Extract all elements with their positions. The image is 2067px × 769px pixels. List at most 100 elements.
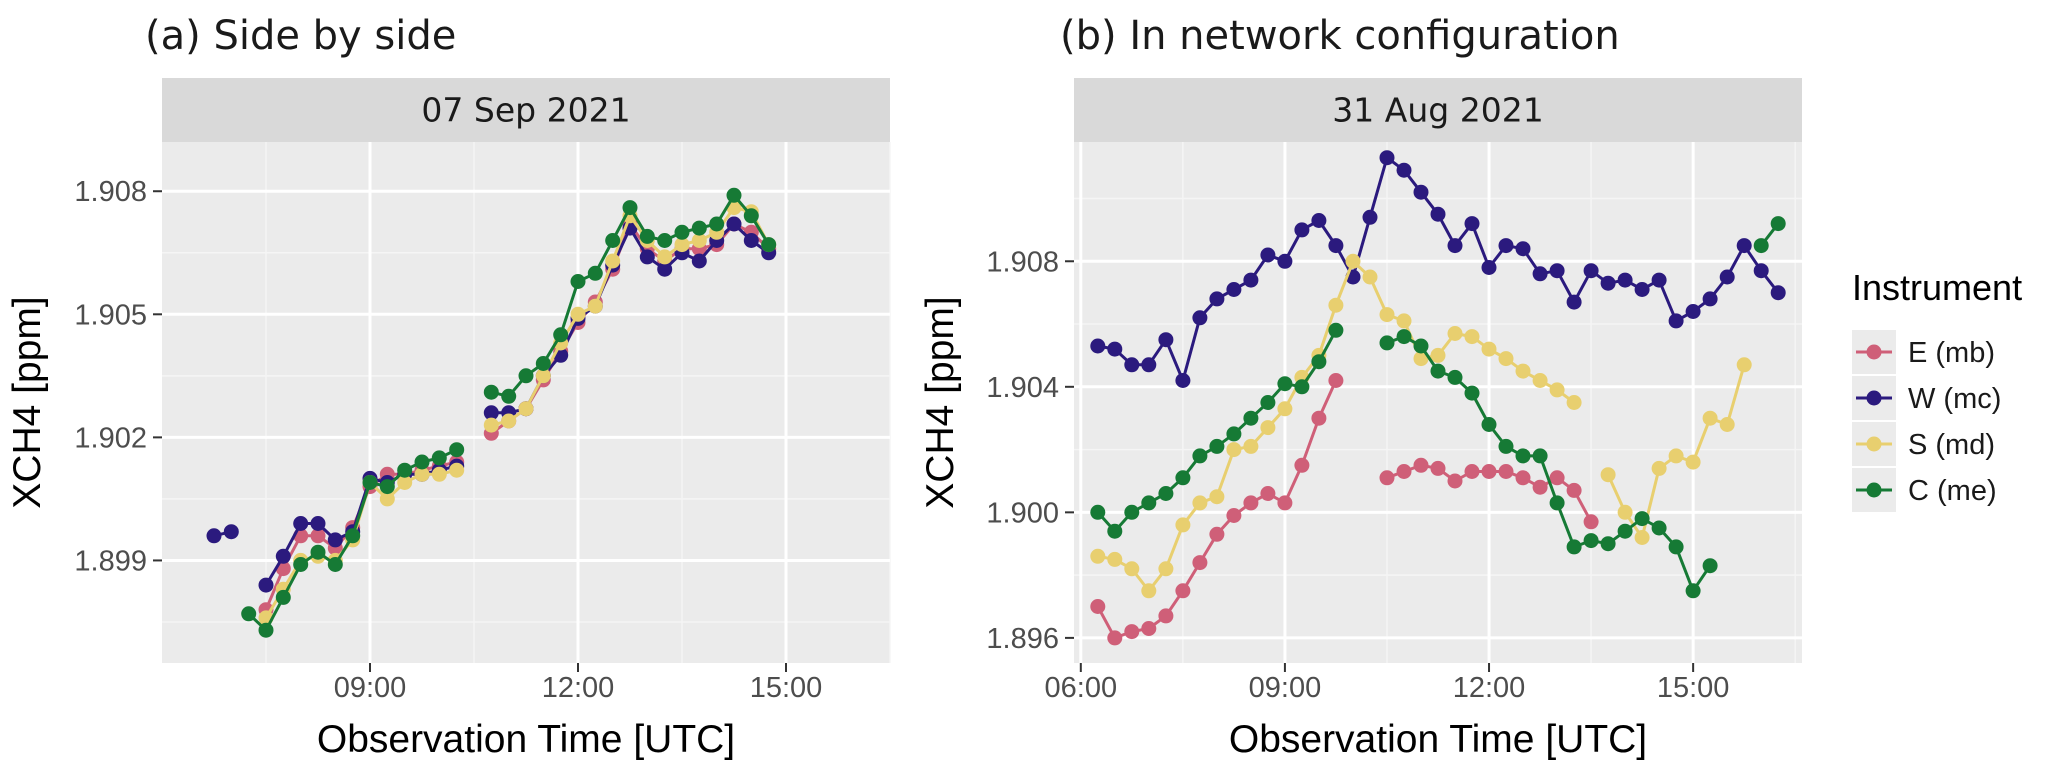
data-point	[553, 327, 569, 343]
data-point	[293, 516, 309, 531]
legend-key-marker	[1866, 482, 1882, 498]
y-tick-label: 1.896	[986, 623, 1059, 655]
data-point	[1651, 272, 1667, 288]
series-c-me	[1090, 216, 1786, 599]
data-point	[1396, 162, 1412, 178]
data-point	[1226, 426, 1242, 442]
data-point	[1617, 504, 1633, 520]
data-point	[709, 216, 725, 232]
data-point	[1379, 150, 1395, 166]
data-point	[1770, 285, 1786, 301]
data-point	[639, 249, 655, 265]
data-point	[1719, 417, 1735, 432]
facet-strip	[162, 78, 890, 142]
data-point	[1141, 621, 1157, 636]
data-point	[1328, 238, 1344, 254]
legend-label: C (me)	[1908, 475, 1997, 507]
data-point	[1430, 347, 1446, 363]
y-tick-label: 1.908	[986, 246, 1059, 278]
data-point	[1634, 530, 1650, 545]
data-point	[1141, 495, 1157, 511]
data-point	[1668, 539, 1684, 555]
data-point	[1532, 266, 1548, 282]
data-point	[587, 265, 603, 281]
data-point	[414, 454, 430, 470]
data-point	[1107, 523, 1123, 539]
data-point	[1498, 438, 1514, 454]
data-point	[1124, 504, 1140, 520]
data-point	[1464, 329, 1480, 345]
data-point	[1277, 495, 1293, 511]
data-point	[293, 557, 309, 572]
data-point	[483, 384, 499, 400]
data-point	[1362, 269, 1378, 285]
data-point	[691, 253, 707, 269]
data-point	[1566, 395, 1582, 410]
data-point	[1243, 438, 1259, 454]
data-point	[1090, 504, 1106, 520]
data-point	[1498, 238, 1514, 254]
x-axis-label: Observation Time [UTC]	[317, 718, 735, 761]
data-point	[691, 220, 707, 236]
data-point	[1566, 539, 1582, 555]
data-point	[1260, 247, 1276, 263]
plot-background	[1074, 142, 1802, 663]
data-point	[1549, 263, 1565, 279]
x-tick-label: 12:00	[542, 672, 615, 704]
data-point	[1549, 495, 1565, 511]
data-point	[1736, 357, 1752, 373]
data-point	[1277, 401, 1293, 417]
data-point	[605, 253, 621, 269]
x-tick-label: 15:00	[750, 672, 823, 704]
data-point	[1719, 269, 1735, 285]
data-point	[1345, 253, 1361, 269]
y-tick-label: 1.908	[74, 176, 147, 208]
data-point	[206, 528, 222, 544]
data-point	[327, 532, 343, 548]
data-point	[275, 548, 291, 564]
legend-label: S (md)	[1908, 429, 1995, 461]
data-point	[1175, 583, 1191, 599]
data-point	[605, 233, 621, 248]
data-point	[1617, 272, 1633, 288]
data-point	[1141, 583, 1157, 599]
data-point	[1481, 417, 1497, 432]
panel-a: (a) Side by side 07 Sep 2021 09:00 12:00 15:…	[6, 13, 891, 761]
data-point	[1175, 373, 1191, 388]
data-point	[1481, 260, 1497, 275]
data-point	[1379, 335, 1395, 351]
data-point	[449, 462, 465, 478]
data-point	[1532, 448, 1548, 464]
series-e-mb	[1090, 373, 1599, 646]
data-point	[1430, 460, 1446, 476]
data-point	[327, 557, 343, 572]
data-point	[535, 368, 551, 384]
legend-label: E (mb)	[1908, 337, 1995, 369]
legend-title: Instrument	[1852, 267, 2022, 308]
data-point	[1702, 410, 1718, 426]
data-point	[1770, 216, 1786, 232]
data-point	[1362, 209, 1378, 225]
data-point	[1209, 438, 1225, 454]
data-point	[1430, 363, 1446, 379]
data-point	[501, 388, 517, 404]
data-point	[1277, 253, 1293, 269]
data-point	[1413, 338, 1429, 354]
data-point	[1515, 363, 1531, 379]
data-point	[1549, 470, 1565, 486]
data-point	[1158, 332, 1174, 348]
data-point	[1532, 479, 1548, 495]
data-point	[1277, 376, 1293, 392]
data-point	[483, 405, 499, 421]
data-point	[639, 228, 655, 244]
data-point	[1158, 486, 1174, 501]
data-point	[1396, 329, 1412, 345]
data-point	[1600, 275, 1616, 291]
data-point	[691, 233, 707, 248]
data-point	[1192, 495, 1208, 511]
data-point	[518, 368, 534, 384]
data-point	[1124, 624, 1140, 640]
data-point	[258, 577, 274, 593]
data-point	[1549, 382, 1565, 398]
data-point	[310, 528, 326, 544]
